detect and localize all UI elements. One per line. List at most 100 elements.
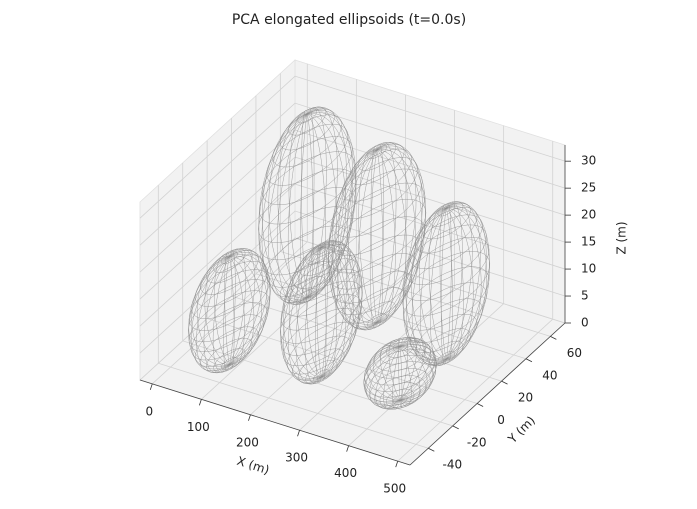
wire: [268, 113, 308, 298]
y-tick-label: 40: [542, 368, 557, 382]
tick-mark: [550, 336, 557, 340]
z-axis-label: Z (m): [615, 221, 629, 254]
wire: [446, 207, 488, 360]
wire: [375, 346, 401, 409]
tick-mark: [346, 445, 350, 452]
wire: [446, 201, 481, 360]
wire: [213, 254, 230, 365]
grid-line: [139, 75, 566, 219]
wire: [376, 149, 384, 327]
wire: [331, 149, 378, 324]
wire: [369, 149, 378, 329]
wire: [224, 252, 230, 365]
wire: [307, 108, 315, 298]
wire: [446, 208, 453, 363]
wire: [367, 346, 401, 401]
wire: [304, 247, 322, 384]
wire: [369, 346, 401, 407]
wire: [365, 346, 401, 405]
wire: [321, 240, 348, 378]
x-tick-label: 0: [145, 404, 153, 418]
wire: [190, 256, 230, 372]
wire: [428, 206, 447, 360]
wire: [307, 113, 347, 298]
wire: [283, 247, 322, 378]
wire: [321, 240, 355, 378]
wire: [229, 256, 262, 365]
grid-line: [139, 102, 566, 246]
wire: [288, 247, 322, 378]
wire: [380, 342, 401, 401]
wire: [229, 255, 268, 365]
wire: [258, 113, 308, 302]
ellipsoid: [363, 337, 437, 410]
wire: [400, 339, 431, 401]
wire: [446, 204, 490, 360]
x-tick-label: 500: [383, 482, 406, 496]
wire: [321, 243, 363, 378]
tick-mark: [525, 358, 533, 363]
grid-line: [139, 237, 566, 381]
wire: [307, 114, 314, 302]
tick-mark: [476, 403, 484, 407]
wire: [321, 247, 337, 380]
wire: [446, 206, 490, 360]
wire: [295, 247, 322, 385]
wire: [370, 145, 378, 323]
chart-title: PCA elongated ellipsoids (t=0.0s): [232, 12, 466, 28]
tick-mark: [248, 414, 251, 421]
wire: [229, 252, 271, 365]
wire: [300, 114, 308, 304]
y-tick-label: -40: [443, 458, 463, 472]
y-tick-label: 0: [497, 413, 505, 427]
wire: [399, 337, 409, 401]
wire: [229, 249, 268, 365]
wire: [399, 338, 425, 401]
wire: [321, 241, 360, 378]
wire: [376, 142, 417, 323]
ellipsoid: [280, 240, 363, 385]
wire: [399, 346, 421, 404]
wire: [398, 338, 401, 401]
x-tick-label: 300: [285, 451, 308, 465]
wire: [446, 201, 463, 360]
tick-mark: [395, 461, 399, 468]
wire: [400, 344, 437, 401]
wire: [229, 248, 246, 365]
tick-mark: [198, 399, 202, 406]
wire: [315, 247, 322, 383]
wire: [229, 248, 256, 365]
tick-mark: [149, 383, 153, 390]
tick-mark: [501, 380, 508, 385]
wire: [261, 113, 308, 299]
wire: [321, 246, 360, 378]
z-tick-label: 10: [581, 262, 596, 276]
wire: [376, 145, 426, 323]
wire: [376, 141, 408, 323]
x-tick-label: 100: [187, 420, 210, 434]
z-tick-label: 30: [581, 154, 596, 168]
wire: [376, 142, 397, 323]
wire: [383, 346, 401, 410]
wire: [446, 201, 473, 360]
ellipsoid: [188, 248, 271, 374]
wire: [439, 204, 447, 360]
wire: [280, 247, 322, 381]
wire: [307, 113, 337, 299]
wire: [392, 346, 401, 410]
wire: [191, 256, 230, 366]
z-tick-label: 25: [581, 181, 596, 195]
y-tick-label: 20: [518, 391, 533, 405]
wire: [446, 208, 464, 362]
wire: [376, 149, 423, 323]
wire: [321, 247, 327, 381]
wire: [376, 149, 396, 325]
wire: [399, 346, 403, 409]
wire: [196, 256, 230, 365]
wire: [321, 240, 338, 378]
tick-mark: [452, 425, 459, 430]
wire: [402, 207, 447, 363]
wire: [446, 207, 482, 360]
wire: [376, 143, 385, 323]
